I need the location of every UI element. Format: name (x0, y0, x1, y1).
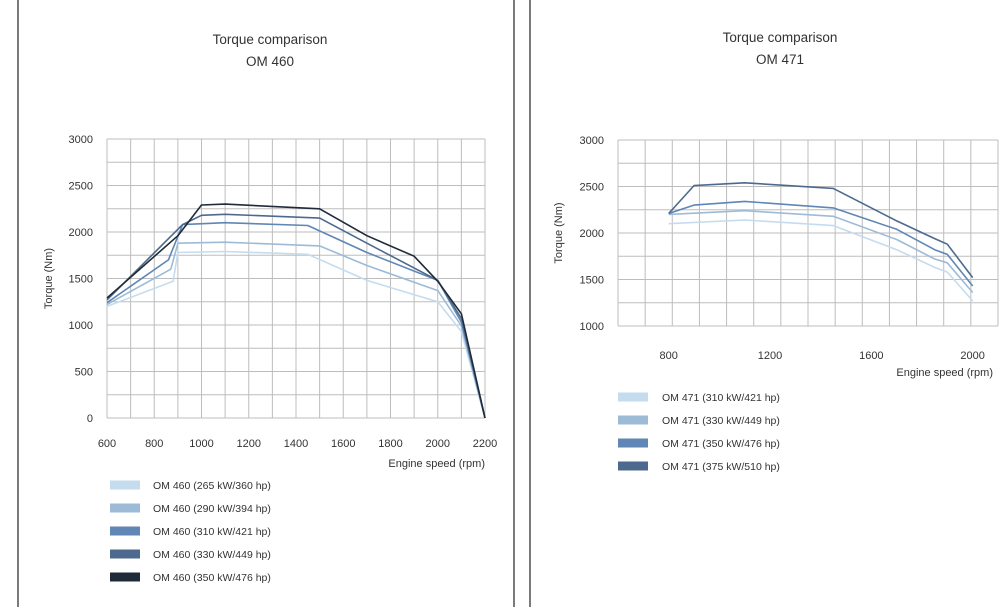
legend-label: OM 460 (350 kW/476 hp) (153, 572, 271, 584)
y-tick-label: 2500 (580, 182, 604, 194)
y-tick-label: 2000 (69, 227, 93, 239)
legend-label: OM 471 (330 kW/449 hp) (662, 415, 780, 427)
x-tick-label: 800 (145, 438, 163, 450)
y-tick-label: 500 (75, 367, 93, 379)
y-tick-label: 3000 (580, 135, 604, 147)
y-tick-label: 1000 (580, 321, 604, 333)
x-tick-label: 800 (659, 350, 677, 362)
series-line-5 (106, 203, 486, 419)
chart-panel-om471: Torque comparison OM 471 1000 1500 2000 2500 3… (529, 0, 999, 607)
series-line-1 (106, 250, 486, 419)
chart-title: Torque comparison (213, 32, 328, 47)
legend-label: OM 471 (350 kW/476 hp) (662, 438, 780, 450)
chart-title: Torque comparison (723, 30, 838, 45)
x-tick-label: 1200 (237, 438, 261, 450)
legend-swatch (618, 392, 648, 402)
x-axis-label: Engine speed (rpm) (388, 458, 485, 470)
legend-swatch (110, 526, 140, 536)
x-tick-label: 1800 (378, 438, 402, 450)
x-tick-label: 1200 (758, 350, 782, 362)
legend-label: OM 460 (310 kW/421 hp) (153, 526, 271, 538)
y-axis-label: Torque (Nm) (43, 248, 55, 309)
x-tick-label: 1400 (284, 438, 308, 450)
x-tick-label: 1600 (331, 438, 355, 450)
series-line-4 (668, 182, 974, 279)
legend-swatch (618, 438, 648, 448)
chart-subtitle: OM 471 (756, 52, 804, 67)
x-axis-label: Engine speed (rpm) (896, 367, 993, 379)
legend-swatch (110, 503, 140, 513)
legend-label: OM 460 (290 kW/394 hp) (153, 503, 271, 515)
legend-label: OM 460 (330 kW/449 hp) (153, 549, 271, 561)
legend-label: OM 471 (310 kW/421 hp) (662, 392, 780, 404)
plot-grid (106, 138, 486, 419)
legend-swatch (110, 572, 140, 582)
legend-label: OM 471 (375 kW/510 hp) (662, 461, 780, 473)
series-line-1 (668, 219, 974, 302)
legend-label: OM 460 (265 kW/360 hp) (153, 480, 271, 492)
panel-border (529, 0, 531, 607)
y-axis-label: Torque (Nm) (553, 202, 565, 263)
y-tick-label: 3000 (69, 134, 93, 146)
series-line-2 (106, 241, 486, 419)
legend-swatch (618, 415, 648, 425)
legend-swatch (110, 549, 140, 559)
y-tick-label: 2500 (69, 181, 93, 193)
plot-grid (617, 139, 999, 327)
y-tick-label: 1500 (69, 274, 93, 286)
chart-subtitle: OM 460 (246, 54, 294, 69)
x-tick-label: 2000 (960, 350, 984, 362)
chart-panel-om460: Torque comparison OM 460 0 500 1000 1500 2000 2… (17, 0, 515, 607)
series-line-3 (106, 221, 486, 419)
legend-swatch (110, 480, 140, 490)
panel-border (17, 0, 515, 607)
x-tick-label: 2200 (473, 438, 497, 450)
x-tick-label: 1000 (189, 438, 213, 450)
chart-legend: OM 460 (265 kW/360 hp) OM 460 (290 kW/394… (110, 480, 271, 584)
y-tick-label: 2000 (580, 228, 604, 240)
y-tick-label: 1500 (580, 275, 604, 287)
y-tick-label: 0 (87, 413, 93, 425)
series-line-3 (668, 200, 974, 287)
series-line-2 (668, 209, 974, 294)
x-tick-label: 2000 (426, 438, 450, 450)
legend-swatch (618, 461, 648, 471)
x-tick-label: 1600 (859, 350, 883, 362)
y-tick-label: 1000 (69, 320, 93, 332)
chart-legend: OM 471 (310 kW/421 hp) OM 471 (330 kW/449… (618, 392, 780, 473)
x-tick-label: 600 (98, 438, 116, 450)
